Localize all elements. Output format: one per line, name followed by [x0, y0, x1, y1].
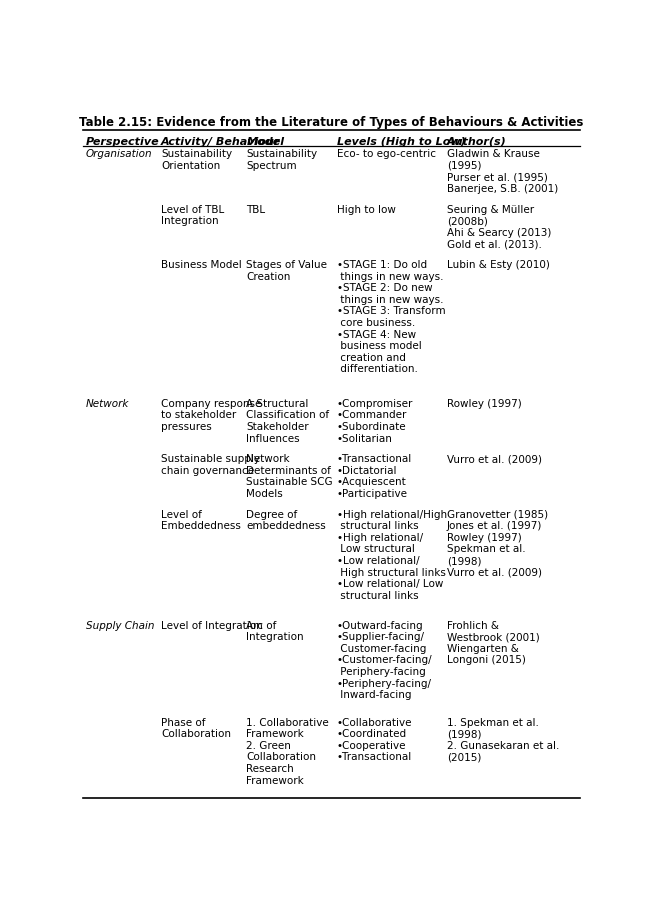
Text: 1. Spekman et al.
(1998)
2. Gunasekaran et al.
(2015): 1. Spekman et al. (1998) 2. Gunasekaran …: [447, 718, 559, 762]
Text: Phase of
Collaboration: Phase of Collaboration: [161, 718, 231, 739]
Text: Eco- to ego-centric: Eco- to ego-centric: [336, 149, 435, 159]
Text: Business Model: Business Model: [161, 260, 242, 270]
Text: A Structural
Classification of
Stakeholder
Influences: A Structural Classification of Stakehold…: [247, 399, 329, 444]
Text: Supply Chain: Supply Chain: [86, 621, 155, 631]
Text: 1. Collaborative
Framework
2. Green
Collaboration
Research
Framework: 1. Collaborative Framework 2. Green Coll…: [247, 718, 329, 786]
Text: Seuring & Müller
(2008b)
Ahi & Searcy (2013)
Gold et al. (2013).: Seuring & Müller (2008b) Ahi & Searcy (2…: [447, 205, 551, 249]
Text: Sustainability
Spectrum: Sustainability Spectrum: [247, 149, 318, 171]
Text: TBL: TBL: [247, 205, 265, 215]
Text: •Collaborative
•Coordinated
•Cooperative
•Transactional: •Collaborative •Coordinated •Cooperative…: [336, 718, 412, 762]
Text: Degree of
embeddedness: Degree of embeddedness: [247, 510, 326, 531]
Text: Activity/ Behaviour: Activity/ Behaviour: [161, 137, 281, 147]
Text: Arc of
Integration: Arc of Integration: [247, 621, 304, 642]
Text: Model: Model: [247, 137, 285, 147]
Text: Levels (High to Low): Levels (High to Low): [336, 137, 465, 147]
Text: •High relational/High
 structural links
•High relational/
 Low structural
•Low r: •High relational/High structural links •…: [336, 510, 446, 601]
Text: Company response
to stakeholder
pressures: Company response to stakeholder pressure…: [161, 399, 261, 432]
Text: Table 2.15: Evidence from the Literature of Types of Behaviours & Activities: Table 2.15: Evidence from the Literature…: [80, 116, 584, 129]
Text: Granovetter (1985)
Jones et al. (1997)
Rowley (1997)
Spekman et al.
(1998)
Vurro: Granovetter (1985) Jones et al. (1997) R…: [447, 510, 548, 578]
Text: Perspective: Perspective: [86, 137, 160, 147]
Text: Gladwin & Krause
(1995)
Purser et al. (1995)
Banerjee, S.B. (2001): Gladwin & Krause (1995) Purser et al. (1…: [447, 149, 558, 194]
Text: Vurro et al. (2009): Vurro et al. (2009): [447, 454, 542, 464]
Text: Lubin & Esty (2010): Lubin & Esty (2010): [447, 260, 550, 270]
Text: High to low: High to low: [336, 205, 395, 215]
Text: Sustainable supply
chain governance: Sustainable supply chain governance: [161, 454, 260, 476]
Text: Sustainability
Orientation: Sustainability Orientation: [161, 149, 232, 171]
Text: Rowley (1997): Rowley (1997): [447, 399, 521, 409]
Text: Network
Determinants of
Sustainable SCG
Models: Network Determinants of Sustainable SCG …: [247, 454, 333, 499]
Text: Level of
Embeddedness: Level of Embeddedness: [161, 510, 241, 531]
Text: Author(s): Author(s): [447, 137, 507, 147]
Text: Level of Integration: Level of Integration: [161, 621, 263, 631]
Text: •Outward-facing
•Supplier-facing/
 Customer-facing
•Customer-facing/
 Periphery-: •Outward-facing •Supplier-facing/ Custom…: [336, 621, 432, 700]
Text: Organisation: Organisation: [86, 149, 153, 159]
Text: Frohlich &
Westbrook (2001)
Wiengarten &
Longoni (2015): Frohlich & Westbrook (2001) Wiengarten &…: [447, 621, 540, 665]
Text: •Transactional
•Dictatorial
•Acquiescent
•Participative: •Transactional •Dictatorial •Acquiescent…: [336, 454, 412, 499]
Text: •Compromiser
•Commander
•Subordinate
•Solitarian: •Compromiser •Commander •Subordinate •So…: [336, 399, 413, 444]
Text: Stages of Value
Creation: Stages of Value Creation: [247, 260, 327, 282]
Text: Network: Network: [86, 399, 129, 409]
Text: Level of TBL
Integration: Level of TBL Integration: [161, 205, 225, 226]
Text: •STAGE 1: Do old
 things in new ways.
•STAGE 2: Do new
 things in new ways.
•STA: •STAGE 1: Do old things in new ways. •ST…: [336, 260, 445, 374]
